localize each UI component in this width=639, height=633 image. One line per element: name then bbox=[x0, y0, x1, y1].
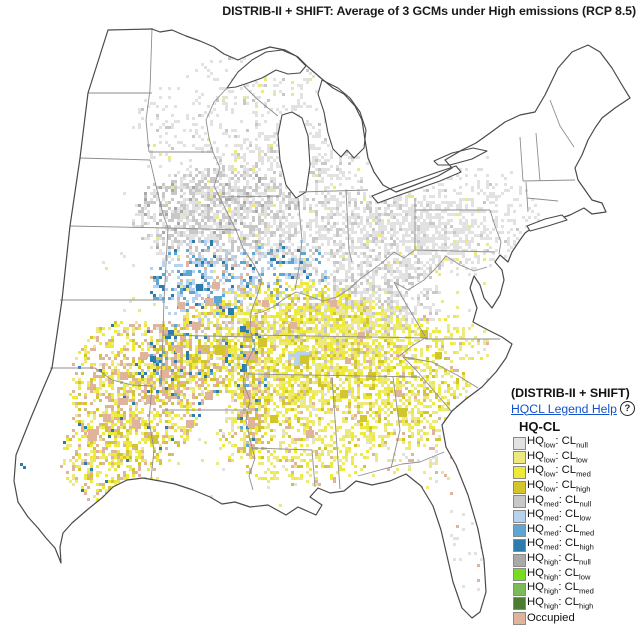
legend-item-hq-high-cl-high: HQhigh: CLhigh bbox=[513, 595, 639, 612]
state-borders bbox=[50, 27, 576, 491]
legend-swatch bbox=[513, 538, 526, 552]
legend-item-hq-high-cl-med: HQhigh: CLmed bbox=[513, 581, 639, 597]
state-border-sd-ne bbox=[79, 157, 151, 161]
state-border-tn-ms-al bbox=[247, 373, 421, 378]
lake-huron bbox=[317, 79, 367, 159]
legend-item-label: HQlow: CLhigh bbox=[527, 478, 591, 494]
lake-michigan bbox=[277, 111, 311, 199]
state-border-wi-mn bbox=[205, 87, 228, 153]
state-border-ga-al bbox=[390, 376, 401, 469]
state-border-mississippi-river bbox=[212, 151, 263, 491]
state-border-mo-ar bbox=[162, 334, 253, 338]
help-icon[interactable]: ? bbox=[619, 401, 635, 416]
legend-item-hq-low-cl-med: HQlow: CLmed bbox=[513, 465, 639, 480]
legend-swatch bbox=[513, 611, 526, 625]
legend-panel: (DISTRIB-II + SHIFT) HQCL Legend Help ? … bbox=[511, 386, 639, 626]
state-border-nh-me bbox=[549, 99, 575, 148]
legend-item-hq-med-cl-med: HQmed: CLmed bbox=[513, 522, 639, 539]
state-border-ia-mo bbox=[167, 227, 241, 231]
legend-item-hq-low-cl-high: HQlow: CLhigh bbox=[513, 478, 639, 495]
lake-superior bbox=[226, 49, 307, 89]
state-border-nj-delaware-river bbox=[489, 209, 502, 255]
legend-help-link[interactable]: HQCL Legend Help bbox=[511, 401, 617, 416]
legend-swatch bbox=[513, 495, 526, 509]
legend-swatch bbox=[513, 597, 526, 611]
legend-swatch bbox=[513, 480, 526, 494]
legend-item-label: HQlow: CLlow bbox=[527, 449, 588, 465]
state-border-il-in bbox=[294, 197, 303, 291]
legend-item-label: HQhigh: CLlow bbox=[527, 566, 591, 581]
state-border-vt-nh bbox=[535, 132, 541, 182]
legend-item-hq-med-cl-high: HQmed: CLhigh bbox=[513, 538, 639, 553]
state-border-tn-nc bbox=[397, 337, 426, 358]
coastline bbox=[13, 28, 631, 619]
legend-item-hq-med-cl-null: HQmed: CLnull bbox=[513, 494, 639, 509]
state-border-ne-ia-missouri-river bbox=[149, 159, 169, 229]
state-border-wi-mi bbox=[243, 85, 279, 117]
legend-item-hq-med-cl-low: HQmed: CLlow bbox=[513, 508, 639, 524]
state-border-tx-la bbox=[148, 385, 155, 480]
legend-item-label: HQlow: CLmed bbox=[527, 464, 591, 479]
legend-swatch bbox=[513, 568, 526, 582]
state-border-ny-vt bbox=[519, 136, 524, 182]
state-border-ky-tn bbox=[251, 334, 429, 339]
legend-section-title: HQ-CL bbox=[519, 419, 561, 434]
state-border-ohio-river bbox=[253, 249, 416, 315]
lake-ontario bbox=[433, 147, 488, 166]
legend-item-hq-low-cl-low: HQlow: CLlow bbox=[513, 449, 639, 466]
state-border-pa-md bbox=[414, 249, 496, 253]
state-border-md-va-potomac bbox=[445, 255, 488, 272]
legend-item-label: Occupied bbox=[527, 611, 575, 624]
state-border-in-oh bbox=[345, 189, 353, 263]
long-island bbox=[526, 214, 568, 232]
legend-item-label: HQlow: CLnull bbox=[527, 435, 588, 450]
state-border-mi-oh-in bbox=[298, 189, 369, 193]
legend-item-occupied: Occupied bbox=[513, 611, 639, 626]
state-border-fl-ga-al bbox=[357, 451, 445, 477]
state-border-ny-ct bbox=[525, 181, 529, 213]
legend-swatch bbox=[513, 509, 526, 523]
legend-item-hq-low-cl-null: HQlow: CLnull bbox=[513, 435, 639, 451]
map-title: DISTRIB-II + SHIFT: Average of 3 GCMs un… bbox=[222, 4, 636, 18]
legend-panel-title: (DISTRIB-II + SHIFT) bbox=[511, 386, 630, 400]
state-border-mn-dakotas bbox=[145, 27, 153, 153]
legend-swatch bbox=[513, 451, 526, 465]
state-border-ms-la bbox=[251, 447, 316, 488]
state-border-vt-nh-ma bbox=[522, 179, 576, 182]
legend-item-label: HQmed: CLnull bbox=[527, 493, 592, 508]
legend-item-label: HQmed: CLmed bbox=[527, 522, 595, 537]
legend-swatch bbox=[513, 553, 526, 567]
legend-item-label: HQhigh: CLhigh bbox=[527, 595, 594, 610]
state-border-ok-tx-red-river bbox=[50, 367, 153, 387]
legend-item-hq-high-cl-low: HQhigh: CLlow bbox=[513, 567, 639, 582]
legend-item-label: HQmed: CLlow bbox=[527, 508, 591, 523]
state-border-ky-va bbox=[393, 281, 426, 337]
legend-item-hq-high-cl-null: HQhigh: CLnull bbox=[513, 551, 639, 568]
legend-item-label: HQhigh: CLmed bbox=[527, 581, 594, 596]
legend-swatch bbox=[513, 524, 526, 538]
legend-swatch bbox=[513, 582, 526, 596]
state-border-al-ms bbox=[331, 376, 341, 490]
state-border-wv-va bbox=[393, 255, 447, 291]
legend-items: HQlow: CLnull HQlow: CLlow HQlow: CLmed HQl… bbox=[513, 435, 639, 626]
legend-swatch bbox=[513, 465, 526, 479]
legend-item-label: HQmed: CLhigh bbox=[527, 537, 594, 552]
state-border-nc-sc bbox=[402, 356, 479, 389]
legend-item-label: HQhigh: CLnull bbox=[527, 551, 591, 567]
legend-swatch bbox=[513, 436, 526, 450]
state-border-mo-ks-ok-ar-west bbox=[160, 227, 169, 387]
state-border-ne-ks bbox=[69, 225, 169, 229]
state-border-wi-il bbox=[221, 195, 282, 198]
state-border-ct-ma-ri bbox=[526, 197, 559, 202]
state-border-ga-sc bbox=[402, 356, 453, 413]
legend-help-row: HQCL Legend Help ? bbox=[511, 401, 639, 416]
